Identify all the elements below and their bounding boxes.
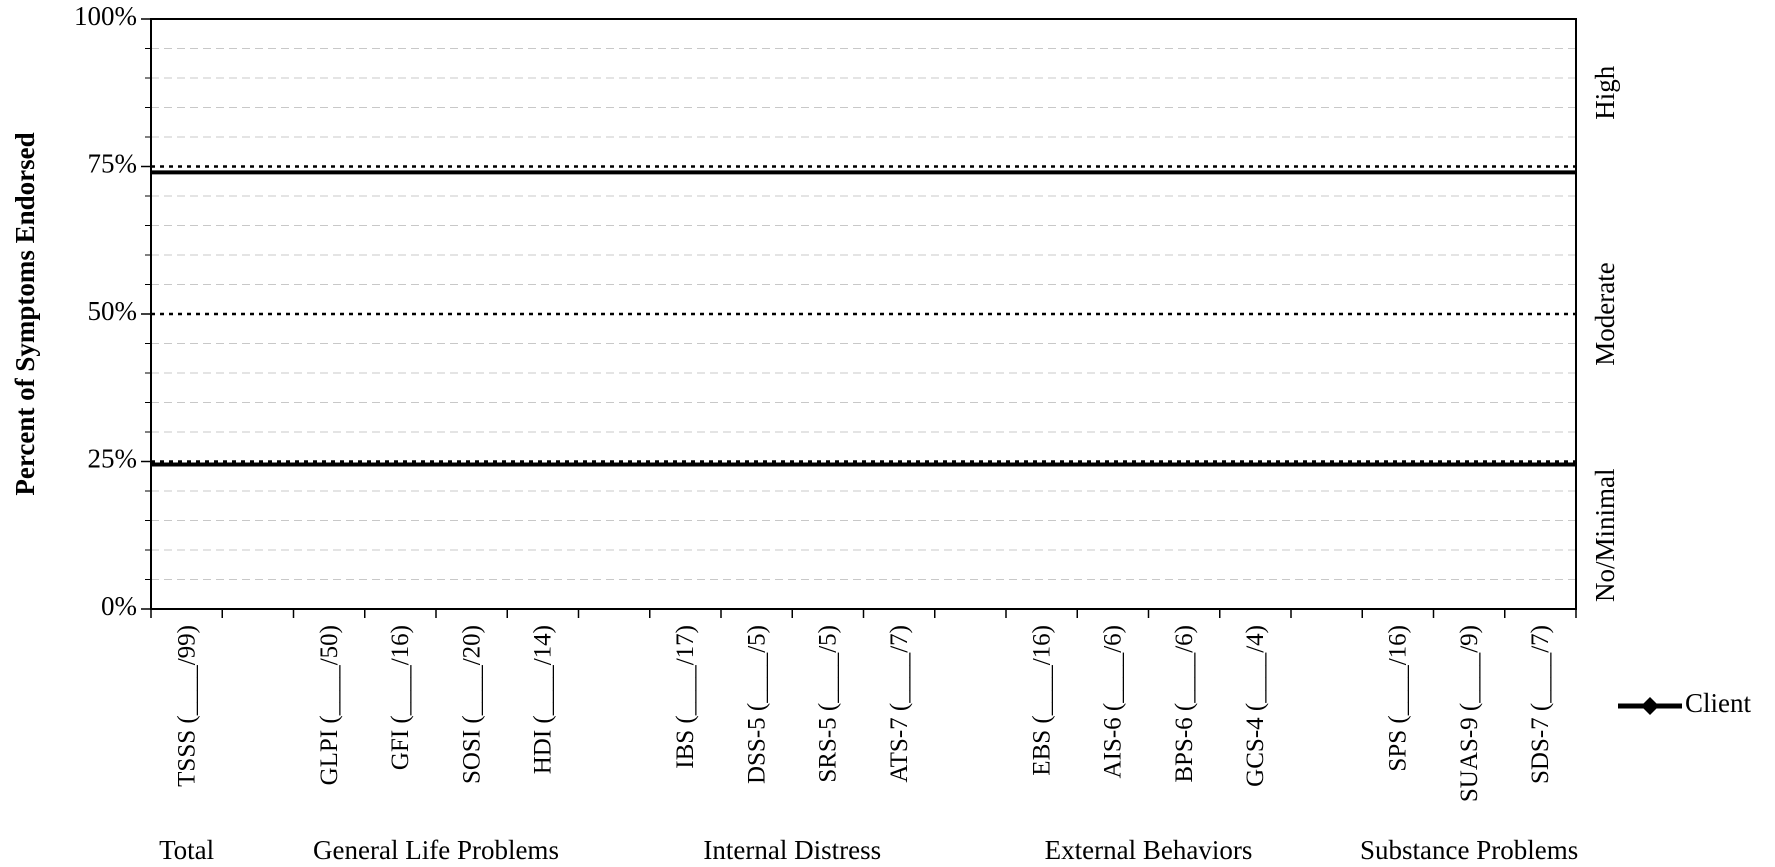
band-label: No/Minimal: [1590, 469, 1620, 603]
x-tick-label: GFI (____/16): [387, 625, 414, 770]
x-tick-label: SOSI (____/20): [458, 625, 485, 784]
x-tick-label: SDS-7 (____/7): [1527, 625, 1554, 784]
x-tick-label: DSS-5 (____/5): [743, 625, 770, 784]
x-tick-label: SPS (____/16): [1385, 625, 1412, 772]
band-label: High: [1590, 65, 1620, 120]
legend-marker: [1641, 697, 1659, 715]
x-tick-label: AIS-6 (____/6): [1100, 625, 1127, 778]
y-axis-title: Percent of Symptoms Endorsed: [10, 132, 40, 495]
group-label: Substance Problems: [1360, 835, 1578, 865]
y-tick-label: 75%: [88, 149, 138, 179]
band-label: Moderate: [1590, 262, 1620, 365]
group-label: General Life Problems: [313, 835, 559, 865]
x-tick-label: SUAS-9 (____/9): [1456, 625, 1483, 802]
group-label: Total: [159, 835, 214, 865]
x-tick-label: GLPI (____/50): [316, 625, 343, 785]
x-tick-label: IBS (____/17): [672, 625, 699, 769]
x-tick-label: ATS-7 (____/7): [886, 625, 913, 783]
y-tick-label: 100%: [74, 1, 137, 31]
group-label: External Behaviors: [1045, 835, 1253, 865]
y-tick-label: 50%: [88, 296, 138, 326]
x-tick-label: GCS-4 (____/4): [1242, 625, 1269, 787]
x-tick-label: BPS-6 (____/6): [1171, 625, 1198, 783]
legend-label: Client: [1685, 688, 1751, 718]
group-label: Internal Distress: [703, 835, 881, 865]
x-tick-label: EBS (____/16): [1028, 625, 1055, 776]
x-tick-label: HDI (____/14): [530, 625, 557, 774]
x-tick-label: SRS-5 (____/5): [815, 625, 842, 783]
x-tick-label: TSSS (____/99): [173, 625, 200, 787]
y-tick-label: 0%: [101, 591, 137, 621]
y-tick-label: 25%: [88, 444, 138, 474]
